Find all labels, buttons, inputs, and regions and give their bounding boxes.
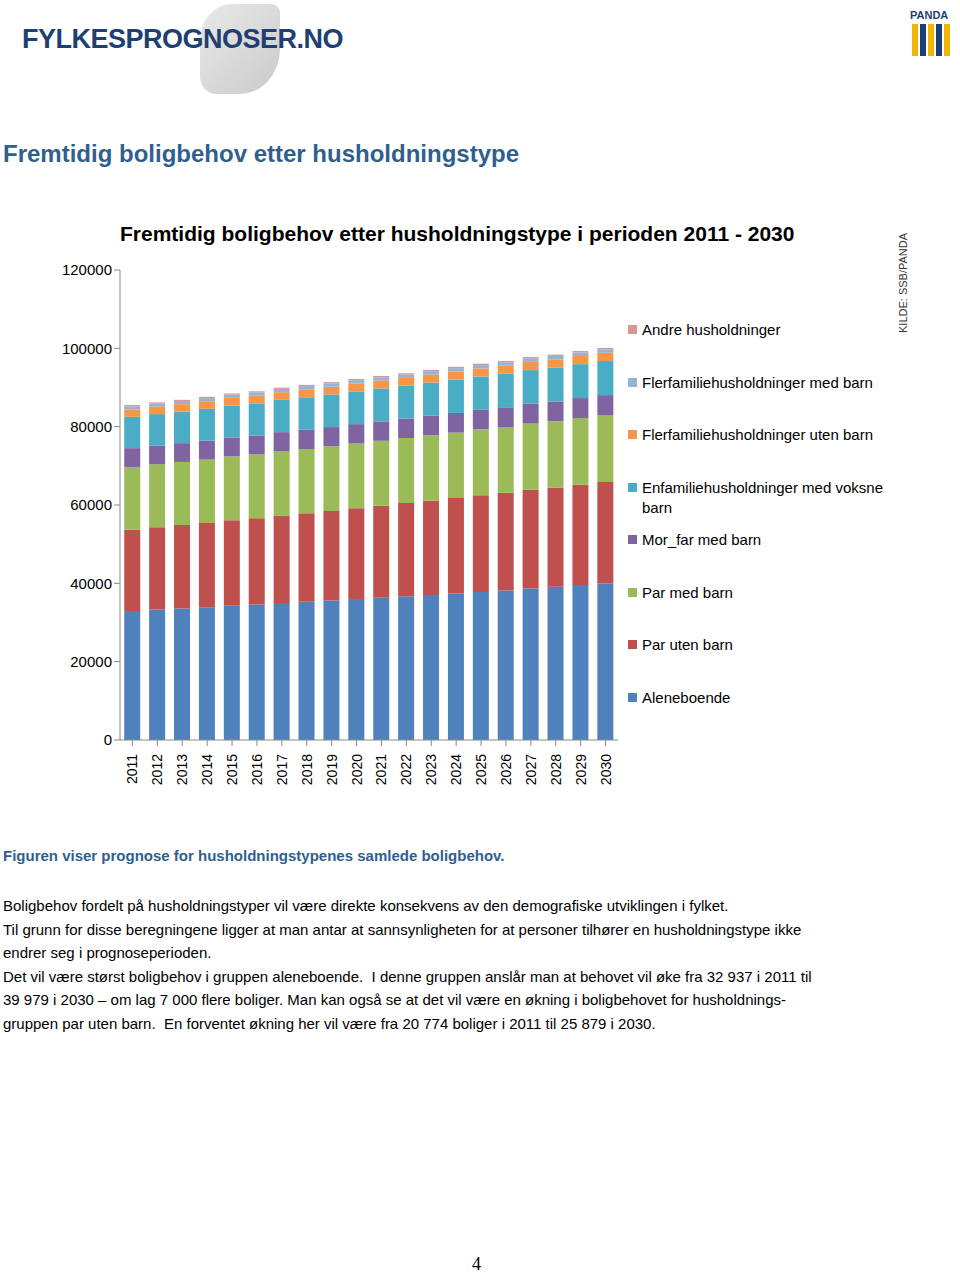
svg-text:2029: 2029 [573,754,589,785]
html-text:gruppen par uten barn. En forv: gruppen par uten barn. En forventet økni… [3,1014,656,1032]
svg-text:2027: 2027 [523,754,539,785]
html-text:4: 4 [472,1254,481,1274]
svg-text:20000: 20000 [70,653,112,670]
html-text:Fremtidig boligbehov etter hus: Fremtidig boligbehov etter husholdningst… [120,222,795,245]
svg-text:2017: 2017 [274,754,290,785]
html-text:Enfamiliehusholdninger med vok: Enfamiliehusholdninger med voksne barn [642,478,883,516]
svg-text:2014: 2014 [199,754,215,785]
svg-text:2011: 2011 [124,754,140,784]
html-text:Det vil være størst boligbehov: Det vil være størst boligbehov i gruppen… [3,967,812,985]
svg-text:2026: 2026 [498,754,514,785]
html-text:Til grunn for disse beregninge: Til grunn for disse beregningene ligger … [3,920,802,938]
html-text:Par uten barn: Par uten barn [642,636,733,653]
html-text:Fremtidig boligbehov etter hus: Fremtidig boligbehov etter husholdningst… [3,140,519,167]
svg-text:0: 0 [104,731,112,748]
svg-text:60000: 60000 [70,496,112,513]
html-text:Flerfamiliehusholdninger med b: Flerfamiliehusholdninger med barn [642,373,873,391]
html-text:PANDA: PANDA [910,9,949,21]
html-text:Figuren viser prognose for hus: Figuren viser prognose for husholdningst… [3,847,505,864]
svg-text:2024: 2024 [448,754,464,785]
html-text:endrer seg i prognoseperioden.: endrer seg i prognoseperioden. [3,944,212,961]
html-text:Flerfamiliehusholdninger uten: Flerfamiliehusholdninger uten barn [642,426,873,443]
svg-text:2019: 2019 [324,754,340,785]
html-text:FYLKESPROGNOSER.NO: FYLKESPROGNOSER.NO [22,24,343,54]
svg-text:2022: 2022 [398,754,414,785]
svg-text:2021: 2021 [373,754,389,785]
svg-text:40000: 40000 [70,575,112,592]
html-text:KILDE: SSB/PANDA: KILDE: SSB/PANDA [897,232,909,333]
html-text:39 979 i 2030 – om lag 7 000 f: 39 979 i 2030 – om lag 7 000 flere bolig… [3,991,786,1008]
svg-text:2012: 2012 [149,754,165,785]
html-text:Andre husholdninger: Andre husholdninger [642,321,781,338]
svg-text:2013: 2013 [174,754,190,785]
svg-text:2015: 2015 [224,754,240,785]
svg-text:80000: 80000 [70,418,112,435]
html-text:Mor_far med barn: Mor_far med barn [642,531,762,548]
svg-text:2016: 2016 [249,754,265,785]
svg-text:2025: 2025 [473,754,489,785]
svg-text:100000: 100000 [62,340,112,357]
html-text:Boligbehov fordelt på husholdn: Boligbehov fordelt på husholdningstyper … [3,897,729,914]
svg-text:120000: 120000 [62,261,112,278]
svg-text:2020: 2020 [349,754,365,785]
svg-text:2030: 2030 [598,754,614,785]
svg-text:2018: 2018 [299,754,315,785]
svg-text:2023: 2023 [423,754,439,785]
html-text:Par med barn: Par med barn [642,583,733,601]
html-text:Aleneboende: Aleneboende [642,688,731,706]
svg-text:2028: 2028 [548,754,564,785]
